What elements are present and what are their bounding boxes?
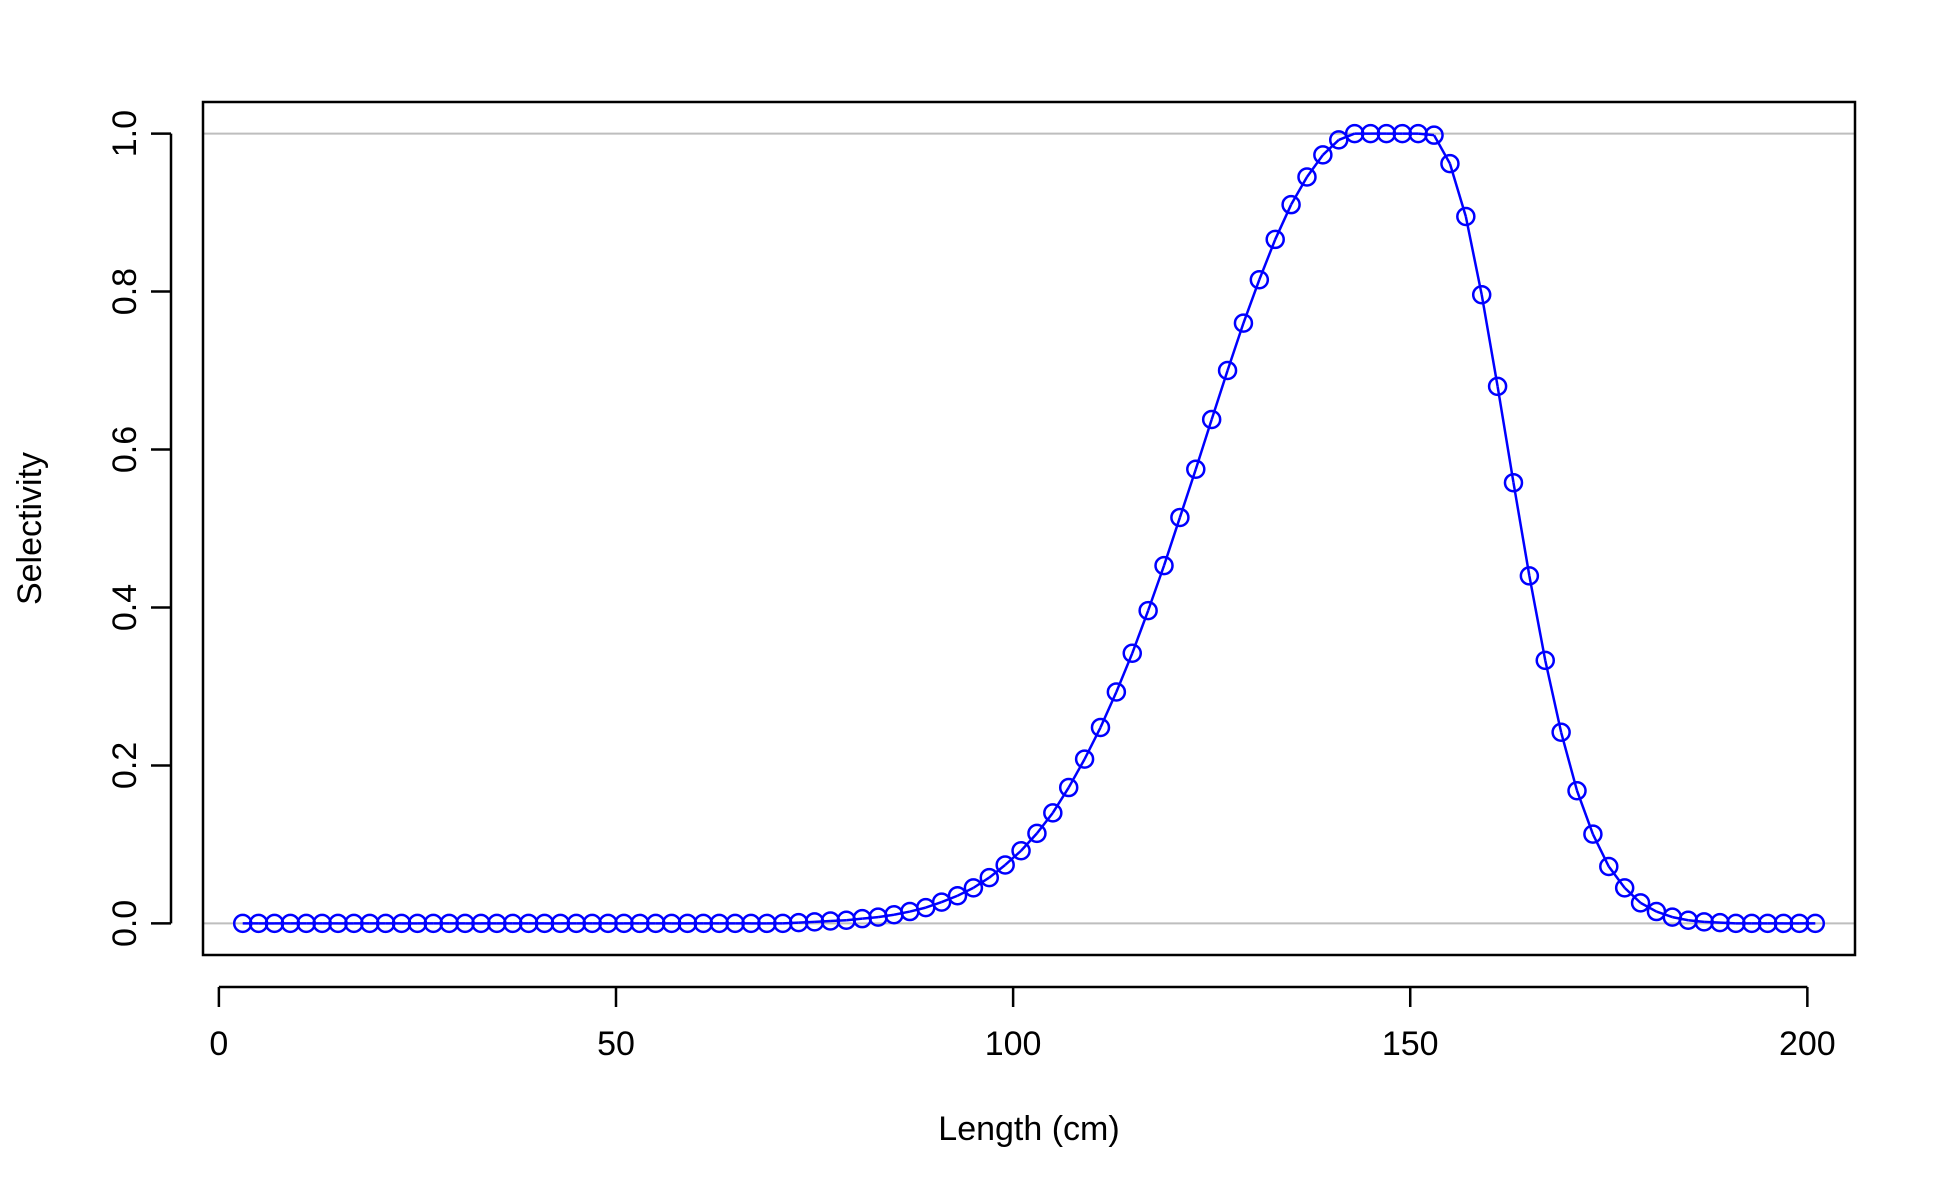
data-point	[1456, 206, 1476, 227]
data-point	[1297, 167, 1317, 187]
data-point	[947, 886, 968, 906]
series-line-segment	[1067, 758, 1086, 789]
data-point	[1027, 823, 1047, 844]
series-line-segment	[1623, 886, 1642, 904]
data-point	[1090, 717, 1111, 738]
series-line-segment	[1083, 726, 1102, 760]
data-point	[1313, 145, 1333, 165]
x-tick-label: 200	[1779, 1025, 1836, 1063]
data-point	[1805, 913, 1826, 934]
y-tick-label: 0.6	[106, 426, 144, 473]
series-line-segment	[1020, 832, 1038, 852]
data-point	[1281, 194, 1301, 215]
series-line-segment	[1035, 812, 1054, 835]
data-point	[1487, 376, 1508, 397]
x-tick-label: 50	[597, 1025, 635, 1063]
data-point	[1599, 856, 1619, 877]
data-point	[1249, 269, 1270, 290]
data-point	[1440, 153, 1460, 174]
series-line-segment	[1274, 204, 1293, 240]
series-line-segment	[1512, 482, 1531, 577]
data-point	[1201, 409, 1222, 430]
series-line-segment	[988, 863, 1006, 879]
data-point	[1170, 507, 1190, 528]
series-line-segment	[1544, 660, 1563, 733]
data-point	[1551, 722, 1571, 743]
x-axis: 0 50 100 150 200	[209, 985, 1836, 1063]
data-point	[1217, 360, 1238, 381]
y-tick-label: 1.0	[106, 110, 144, 157]
series-line-segment	[1480, 294, 1499, 387]
data-point	[1614, 878, 1635, 898]
data-point	[1011, 840, 1031, 861]
series-line-segment	[1099, 691, 1118, 729]
data-point	[1567, 780, 1587, 801]
data-point	[1535, 650, 1555, 671]
x-tick-label: 150	[1382, 1025, 1439, 1063]
data-point	[1043, 803, 1063, 823]
series-points	[232, 123, 1826, 934]
series-line-segment	[1115, 652, 1134, 693]
plot-frame	[201, 100, 1857, 957]
series-line-segment	[1432, 134, 1452, 165]
series-line-segment	[1528, 575, 1547, 661]
data-point	[1058, 777, 1079, 798]
series-line-segment	[1051, 786, 1070, 814]
data-point	[1424, 125, 1444, 145]
data-point	[1186, 459, 1206, 480]
y-axis-title: Selectivity	[11, 452, 49, 605]
data-point	[1074, 749, 1095, 769]
x-tick-label: 0	[209, 1025, 228, 1063]
data-point	[979, 867, 1000, 888]
series-line-segment	[1591, 833, 1610, 868]
x-tick-label: 100	[985, 1025, 1042, 1063]
data-point	[1154, 555, 1174, 576]
y-tick-label: 0.8	[106, 268, 144, 315]
series-line-segment	[1559, 731, 1579, 792]
y-tick-label: 0.2	[106, 742, 144, 789]
series-line-segment	[1322, 139, 1340, 156]
data-point	[1106, 682, 1127, 702]
data-point	[1503, 472, 1524, 493]
y-tick-label: 0.4	[106, 584, 144, 631]
data-point	[1519, 566, 1540, 586]
data-point	[1138, 600, 1158, 621]
data-point	[1265, 229, 1285, 250]
series-line-segment	[1305, 154, 1324, 178]
series-line-segment	[1258, 238, 1277, 281]
series-line-segment	[1496, 386, 1515, 483]
data-point	[963, 878, 984, 898]
data-point	[1630, 893, 1651, 913]
y-tick-label: 0.0	[106, 900, 144, 947]
data-point	[1233, 313, 1254, 333]
series-line-segment	[1004, 849, 1022, 866]
y-axis: 0.0 0.2 0.4 0.6 0.8 1.0	[106, 110, 173, 947]
series-line-segment	[1607, 865, 1626, 889]
data-point	[995, 855, 1015, 875]
x-axis-title: Length (cm)	[938, 1110, 1119, 1148]
data-point	[1471, 284, 1492, 305]
series-line-segment	[1464, 216, 1483, 295]
data-point	[1583, 824, 1603, 844]
series-line-segment	[1290, 176, 1309, 206]
data-point	[1122, 643, 1142, 664]
